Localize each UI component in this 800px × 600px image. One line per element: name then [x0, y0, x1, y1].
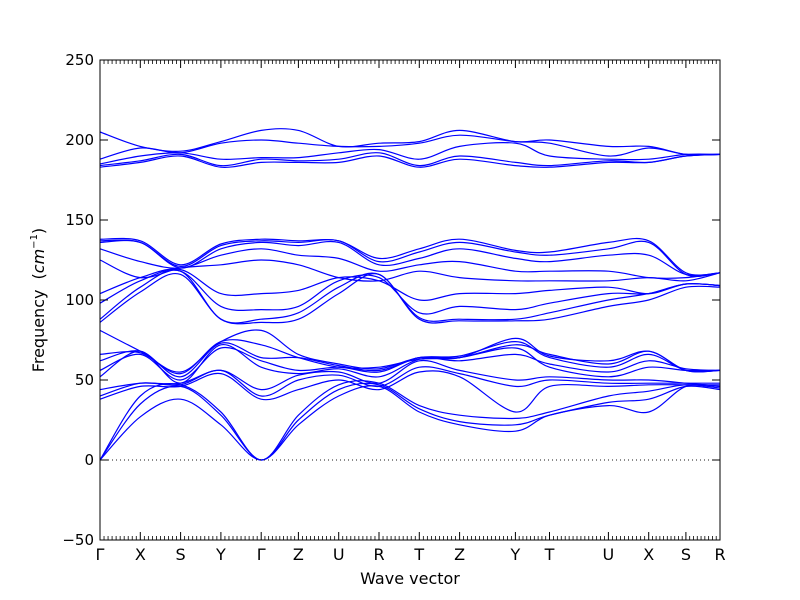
x-tick-label: T	[544, 545, 555, 564]
y-axis: −50 0 50 100 150 200 250	[62, 51, 720, 549]
band-line-6	[99, 359, 721, 391]
band-line-11	[99, 329, 721, 373]
x-tick-label: R	[714, 545, 725, 564]
band-line-16	[99, 259, 721, 282]
y-axis-label-unit: cm	[29, 249, 48, 273]
y-tick-label: 100	[65, 291, 94, 309]
y-tick-label: 250	[65, 51, 94, 69]
x-tick-label: X	[135, 545, 146, 564]
minor-x-ticks	[103, 60, 717, 540]
band-line-21	[99, 153, 721, 168]
x-tick-label: X	[643, 545, 654, 564]
band-line-3	[99, 380, 721, 461]
x-tick-label: U	[603, 545, 615, 564]
band-line-7	[99, 344, 721, 384]
band-line-20	[99, 237, 721, 276]
x-tick-label: R	[373, 545, 384, 564]
x-tick-label: Y	[510, 545, 521, 564]
x-tick-label: Z	[454, 545, 465, 564]
band-line-17	[99, 248, 721, 279]
band-line-14	[99, 269, 721, 315]
y-axis-label-text: Frequency	[29, 290, 48, 373]
series-layer	[99, 128, 721, 461]
band-line-22	[99, 152, 721, 167]
band-line-1	[99, 383, 721, 461]
y-tick-label: 150	[65, 211, 94, 229]
band-line-18	[99, 239, 721, 277]
band-line-9	[99, 340, 721, 378]
band-line-4	[99, 370, 720, 413]
y-tick-label: 50	[75, 371, 94, 389]
band-line-24	[99, 134, 721, 160]
band-line-19	[99, 239, 721, 277]
y-tick-label: 200	[65, 131, 94, 149]
y-tick-label: −50	[62, 531, 94, 549]
y-tick-label: 0	[84, 451, 94, 469]
x-tick-label: U	[333, 545, 345, 564]
band-line-15	[99, 268, 721, 301]
y-axis-label: Frequency (cm−1)	[29, 228, 48, 372]
y-axis-label-unit-exp: −1	[29, 234, 40, 249]
x-tick-label: Z	[293, 545, 304, 564]
x-tick-label: Y	[215, 545, 226, 564]
x-tick-label: Γ	[257, 545, 266, 564]
x-tick-label: T	[413, 545, 424, 564]
x-tick-label: S	[176, 545, 186, 564]
band-line-2	[99, 382, 721, 461]
plot-frame	[99, 59, 721, 541]
band-line-25	[99, 128, 721, 156]
x-axis-label: Wave vector	[360, 569, 460, 588]
band-line-23	[99, 142, 721, 165]
x-tick-label: Γ	[96, 545, 105, 564]
x-tick-label: S	[681, 545, 691, 564]
band-line-12	[99, 272, 721, 325]
